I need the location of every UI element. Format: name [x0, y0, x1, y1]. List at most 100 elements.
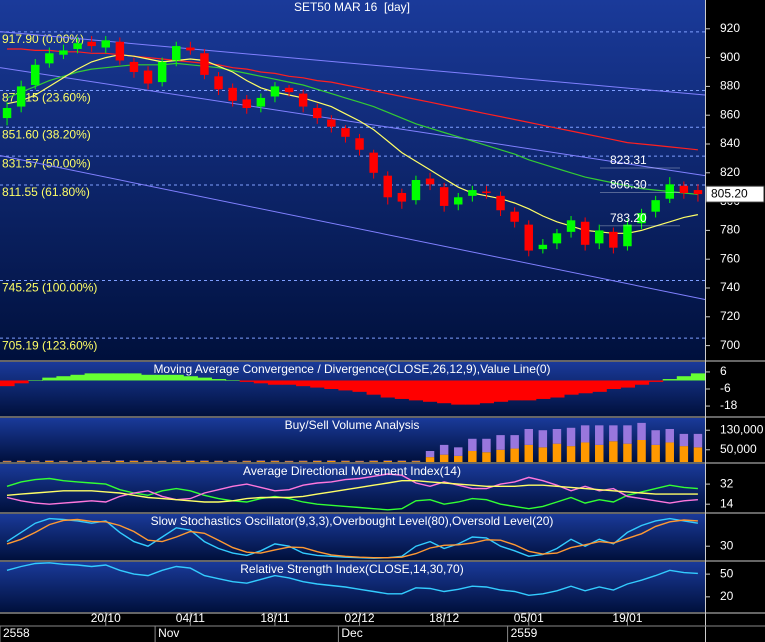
panel-title: Average Directional Movement Index(14): [243, 464, 461, 478]
volume-bar: [595, 444, 604, 462]
candle-body: [157, 61, 167, 83]
candle-body: [524, 224, 533, 251]
volume-bar: [566, 446, 576, 462]
panel-title: Buy/Sell Volume Analysis: [285, 418, 420, 432]
y-tick-label: 50,000: [720, 442, 757, 456]
macd-bar: [380, 380, 396, 398]
volume-bar: [313, 461, 322, 462]
y-tick-label: -18: [720, 398, 738, 412]
macd-bar: [352, 380, 368, 392]
macd-bar: [634, 380, 650, 385]
volume-bar: [31, 460, 40, 462]
y-tick-label: 860: [720, 107, 740, 121]
macd-bar: [690, 373, 706, 381]
volume-bar: [143, 460, 153, 462]
volume-bar: [580, 442, 590, 462]
volume-bar: [468, 438, 477, 451]
y-tick-label: 880: [720, 79, 740, 93]
volume-bar: [214, 461, 223, 462]
macd-bar: [253, 380, 269, 384]
volume-bar: [284, 460, 294, 462]
macd-bar: [84, 373, 100, 381]
macd-bar: [56, 376, 71, 381]
y-tick-label: 700: [720, 338, 740, 352]
volume-bar: [369, 460, 378, 462]
candle-body: [665, 184, 674, 199]
candle-body: [454, 197, 463, 205]
macd-bar: [535, 380, 551, 399]
volume-bar: [609, 425, 618, 442]
macd-bar: [606, 380, 621, 389]
candle-body: [383, 175, 392, 198]
volume-bar: [298, 460, 308, 462]
y-tick-label: 30: [720, 538, 734, 552]
candle-body: [73, 43, 82, 49]
candle-body: [693, 190, 703, 195]
volume-bar: [538, 447, 548, 462]
volume-bar: [679, 446, 689, 462]
candle-body: [327, 119, 336, 127]
macd-bar: [423, 380, 438, 402]
macd-bar: [28, 380, 43, 381]
y-tick-label: 14: [720, 496, 734, 510]
y-tick-label: 720: [720, 309, 740, 323]
candle-body: [59, 50, 68, 55]
y-tick-label: 6: [720, 364, 727, 378]
volume-bar: [397, 460, 407, 462]
volume-bar: [524, 444, 533, 462]
volume-bar: [59, 460, 68, 462]
volume-bar: [425, 457, 435, 462]
volume-bar: [510, 448, 519, 462]
volume-bar: [16, 460, 26, 462]
macd-bar: [507, 380, 523, 401]
macd-bar: [14, 380, 29, 384]
volume-bar: [496, 435, 505, 450]
y-tick-label: 740: [720, 280, 740, 294]
volume-bar: [101, 460, 110, 462]
volume-bar: [341, 460, 350, 462]
x-tick-label: 02/12: [345, 611, 375, 625]
macd-bar: [155, 374, 170, 381]
volume-bar: [101, 461, 110, 462]
volume-bar: [595, 425, 604, 445]
volume-bar: [454, 455, 463, 462]
volume-bar: [411, 461, 421, 462]
candle-body: [552, 233, 562, 244]
volume-bar: [651, 444, 660, 462]
volume-bar: [2, 460, 12, 462]
candle-body: [115, 41, 125, 61]
volume-bar: [341, 461, 350, 462]
volume-bar: [228, 460, 237, 462]
volume-bar: [59, 461, 68, 462]
candle-body: [242, 99, 251, 108]
y-tick-label: 820: [720, 165, 740, 179]
volume-bar: [355, 461, 364, 462]
panel-title: Slow Stochastics Oscillator(9,3,3),Overb…: [151, 514, 554, 528]
volume-bar: [496, 449, 505, 462]
volume-bar: [482, 452, 491, 462]
moving-average: [6, 62, 698, 195]
candle-body: [425, 178, 435, 185]
volume-bar: [524, 429, 533, 445]
volume-bar: [16, 461, 26, 462]
level-label: 831.57 (50.00%): [2, 156, 91, 170]
volume-bar: [552, 429, 562, 444]
y-tick-label: 900: [720, 50, 740, 64]
candle-body: [341, 128, 350, 137]
macd-bar: [324, 380, 339, 389]
macd-bar: [521, 380, 537, 401]
candle-body: [397, 192, 407, 202]
macd-bar: [296, 380, 311, 387]
macd-bar: [662, 379, 678, 381]
macd-bar: [620, 380, 635, 388]
volume-bar: [355, 460, 364, 462]
candle-body: [186, 47, 195, 51]
volume-bar: [284, 461, 294, 462]
period-label: 2558: [3, 626, 30, 640]
volume-bar: [651, 430, 660, 445]
volume-bar: [369, 461, 378, 462]
volume-bar: [439, 454, 449, 462]
volume-bar: [693, 433, 703, 448]
macd-bar: [183, 376, 198, 381]
volume-bar: [298, 461, 308, 462]
